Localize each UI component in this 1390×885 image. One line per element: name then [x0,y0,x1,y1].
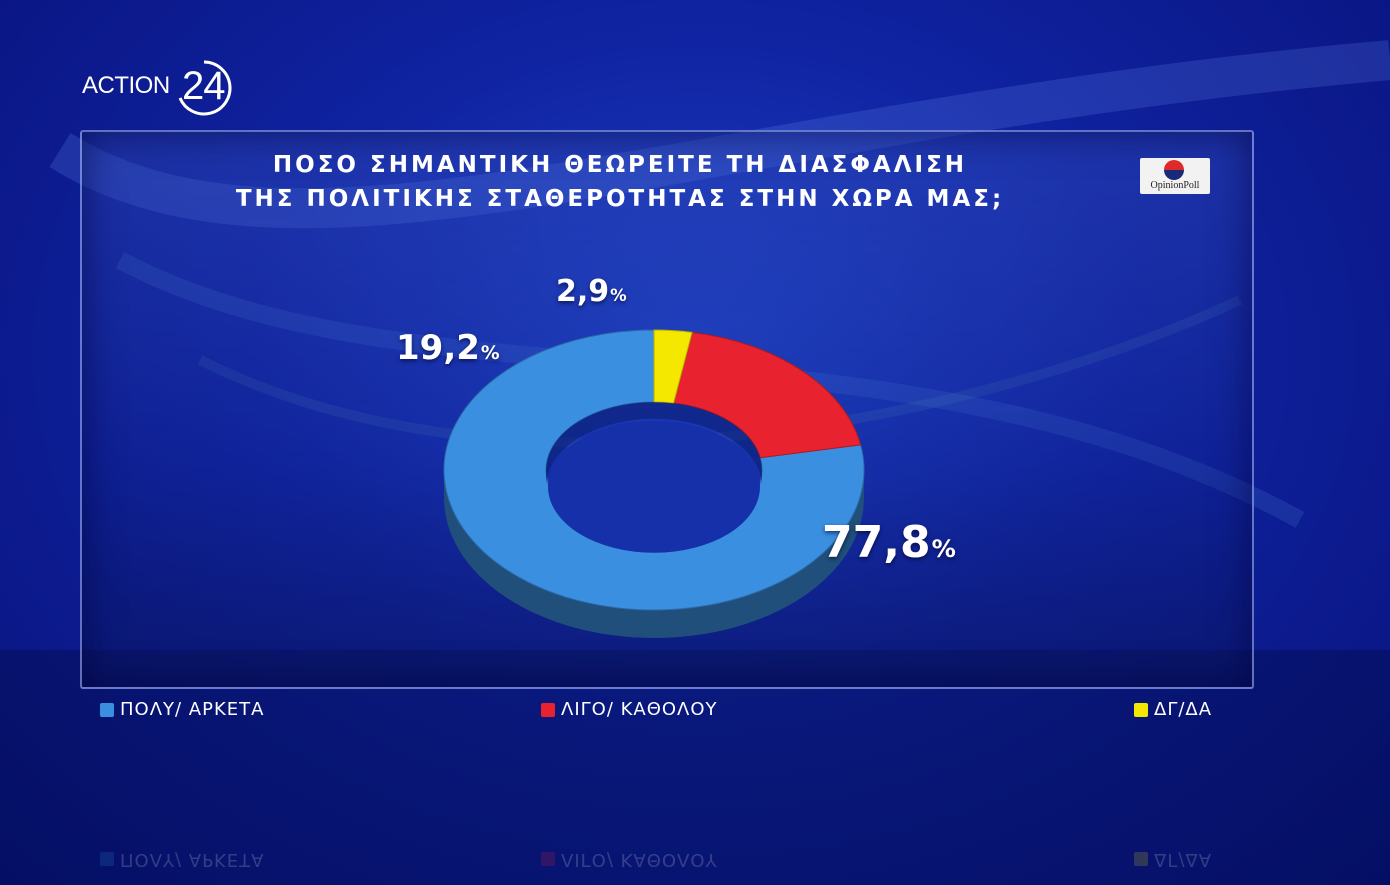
legend-item-1: ΠΟΛΥ/ ΑΡΚΕΤΑ [100,699,264,720]
legend-reflection-label: ΠΟΛΥ/ ΑΡΚΕΤΑ [120,849,265,870]
action24-logo: ACTION 24 [82,58,252,122]
legend-reflection-label: ΔΓ/ΔΑ [1154,849,1213,870]
legend-item-2: ΛΙΓΟ/ ΚΑΘΟΛΟΥ [541,699,718,720]
legend-reflection-swatch [1134,852,1148,867]
data-label-unit: % [480,343,500,364]
legend-reflection-swatch [541,852,555,867]
legend-reflection: ΠΟΛΥ/ ΑΡΚΕΤΑ ΛΙΓΟ/ ΚΑΘΟΛΟΥ ΔΓ/ΔΑ [0,840,1390,880]
legend-swatch [541,702,555,717]
chart-title: ΠΟΣΟ ΣΗΜΑΝΤΙΚΗ ΘΕΩΡΕΙΤΕ ΤΗ ΔΙΑΣΦΑΛΙΣΗ ΤΗ… [100,148,1140,216]
title-line-1: ΠΟΣΟ ΣΗΜΑΝΤΙΚΗ ΘΕΩΡΕΙΤΕ ΤΗ ΔΙΑΣΦΑΛΙΣΗ [272,152,968,178]
data-label-2: 19,2% [396,328,500,368]
data-label-unit: % [610,286,627,305]
legend-label: ΔΓ/ΔΑ [1154,699,1213,720]
data-label-value: 77,8 [822,517,931,568]
legend-reflection-item-3: ΔΓ/ΔΑ [1134,849,1212,870]
opinionpoll-text: OpinionPoll [1150,180,1200,191]
donut-side [444,470,864,638]
legend-reflection-swatch [100,852,114,867]
logo-ring-icon [178,60,232,116]
logo-number: 24 [182,64,225,108]
data-label-3: 2,9% [556,274,627,309]
legend-reflection-item-1: ΠΟΛΥ/ ΑΡΚΕΤΑ [100,849,264,870]
legend-swatch [100,702,114,717]
data-label-1: 77,8% [822,517,956,568]
legend-item-3: ΔΓ/ΔΑ [1134,699,1212,720]
logo-text: ACTION [82,72,170,99]
title-line-2: ΤΗΣ ΠΟΛΙΤΙΚΗΣ ΣΤΑΘΕΡΟΤΗΤΑΣ ΣΤΗΝ ΧΩΡΑ ΜΑΣ… [235,186,1005,212]
legend-reflection-label: ΛΙΓΟ/ ΚΑΘΟΛΟΥ [561,849,718,870]
opinionpoll-logo: OpinionPoll [1140,158,1210,194]
donut-inner-wall [546,402,762,487]
data-label-value: 19,2 [396,328,480,368]
legend-label: ΠΟΛΥ/ ΑΡΚΕΤΑ [120,699,265,720]
legend-reflection-item-2: ΛΙΓΟ/ ΚΑΘΟΛΟΥ [541,849,718,870]
legend-swatch [1134,702,1148,717]
data-label-value: 2,9 [556,274,610,309]
donut-hole [548,420,760,553]
opinionpoll-dot-icon [1164,160,1184,180]
data-label-unit: % [931,535,956,563]
legend-label: ΛΙΓΟ/ ΚΑΘΟΛΟΥ [561,699,718,720]
